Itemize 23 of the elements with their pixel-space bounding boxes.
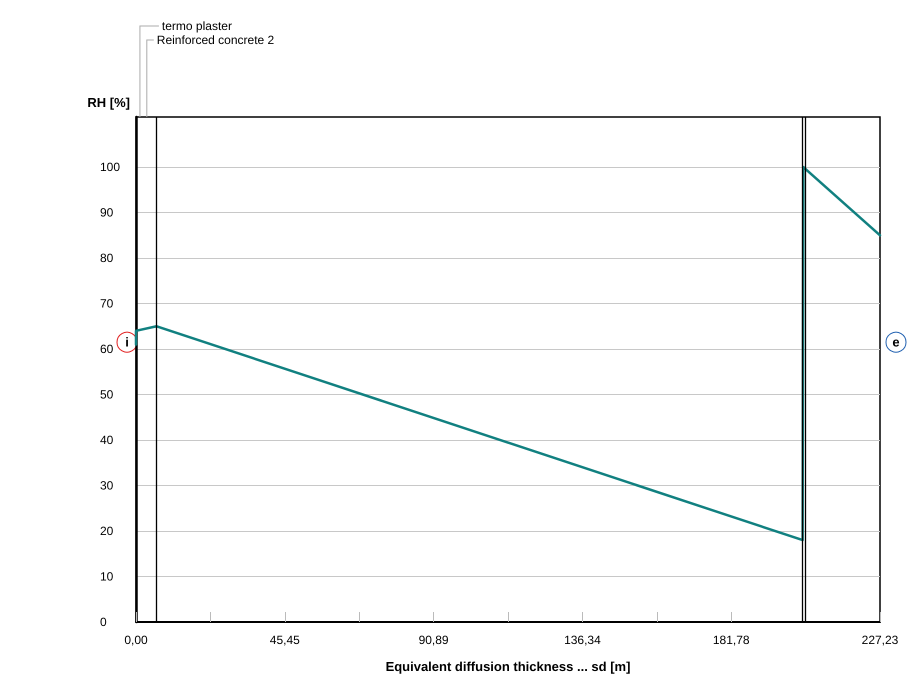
- y-tick-label: 80: [100, 251, 114, 266]
- y-tick-label: 10: [100, 570, 114, 584]
- x-tick-label: 0,00: [124, 633, 148, 647]
- x-tick-label: 227,23: [862, 633, 899, 647]
- y-tick-label: 60: [100, 342, 114, 356]
- y-tick-label: 100: [100, 160, 120, 174]
- y-tick-label: 50: [100, 388, 114, 402]
- y-tick-label: 30: [100, 478, 114, 493]
- x-tick-label: 45,45: [270, 633, 300, 647]
- x-tick-label: 136,34: [564, 633, 602, 647]
- x-tick-label: 181,78: [712, 633, 750, 647]
- y-tick-label: 20: [100, 524, 114, 538]
- x-tick-label: 90,89: [418, 633, 449, 647]
- y-tick-label: 40: [100, 433, 114, 448]
- y-axis-title: RH [%]: [87, 95, 130, 110]
- x-axis-title: Equivalent diffusion thickness ... sd [m]: [386, 659, 630, 674]
- text: termo plaster: [162, 19, 232, 33]
- text: i: [125, 334, 129, 350]
- y-tick-label: 0: [100, 615, 107, 629]
- text: e: [892, 334, 900, 350]
- y-tick-label: 70: [100, 296, 114, 311]
- text: Reinforced concrete 2: [156, 33, 275, 47]
- y-tick-label: 90: [100, 206, 114, 220]
